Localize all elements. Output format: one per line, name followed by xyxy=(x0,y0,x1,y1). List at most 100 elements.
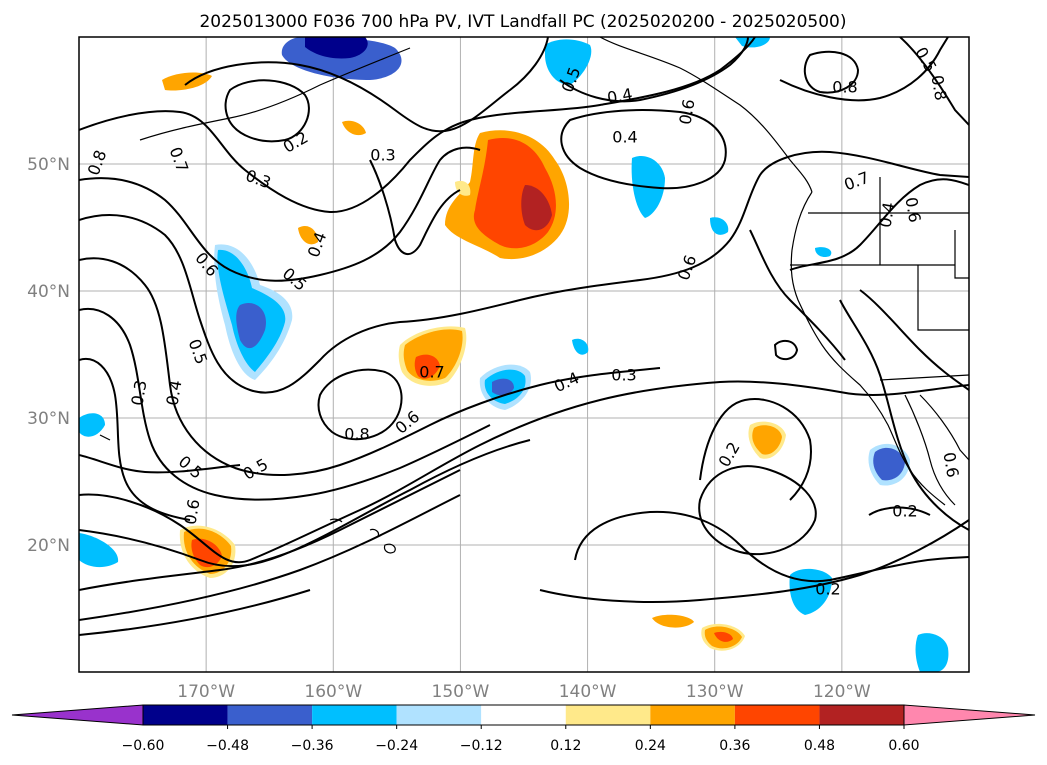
hawaii-islands xyxy=(329,518,396,554)
colorbar-tick-label: −0.60 xyxy=(122,738,165,754)
contour-value-label: 0.6 xyxy=(180,498,203,526)
pv-contour-line xyxy=(184,37,549,133)
shading-negative xyxy=(79,37,949,672)
contour-value-label: 0.4 xyxy=(875,201,898,229)
pv-shade-red-orange xyxy=(714,631,733,642)
colorbar-segment xyxy=(565,705,651,725)
pv-contour-line xyxy=(79,494,461,621)
pv-contour-line xyxy=(773,339,799,361)
pv-contour-line xyxy=(789,178,969,271)
pv-shade-cyan xyxy=(710,217,729,235)
colorbar-segment xyxy=(312,705,397,725)
colorbar-frame xyxy=(142,704,905,726)
pv-shade-cyan xyxy=(79,533,119,568)
pv-shade-red-orange xyxy=(414,354,440,379)
pv-contours xyxy=(79,37,969,636)
longitude-labels: 170°W 160°W 150°W 140°W 130°W 120°W xyxy=(177,682,871,702)
contour-value-label: 0.3 xyxy=(611,366,636,385)
island xyxy=(99,434,111,441)
colorbar-segment xyxy=(819,705,904,725)
lon-tick-label: 160°W xyxy=(304,682,362,702)
aleutians xyxy=(139,47,411,141)
colorbar-segment xyxy=(481,705,566,725)
lon-tick-label: 120°W xyxy=(813,682,871,702)
colorbar-tick-label: 0.60 xyxy=(888,738,919,754)
pv-contour-line xyxy=(79,307,491,501)
pv-shade-navy xyxy=(305,37,368,59)
colorbar-tick-label: 0.12 xyxy=(550,738,581,754)
pv-shade-orange xyxy=(752,425,782,455)
map-title: 2025013000 F036 700 hPa PV, IVT Landfall… xyxy=(199,12,846,32)
pv-contour-line xyxy=(699,398,812,501)
pv-contour-line xyxy=(803,50,860,94)
pv-shade-cyan xyxy=(915,633,949,672)
pv-shade-blue xyxy=(236,302,266,349)
colorbar: −0.60 −0.48 −0.36 −0.24 −0.12 0.12 0.24 0.36 0.4… xyxy=(11,704,1036,754)
pv-shade-yellow xyxy=(455,180,471,196)
contour-value-label: 0.6 xyxy=(939,451,962,479)
pv-shade-orange xyxy=(652,614,694,628)
colorbar-segment xyxy=(227,705,313,725)
colorbar-tick-label: −0.24 xyxy=(375,738,418,754)
colorbar-extend-max xyxy=(903,704,1036,726)
pv-contour-line xyxy=(79,469,461,591)
pv-shade-blue xyxy=(492,378,514,396)
pv-shade-cyan xyxy=(545,39,592,85)
lon-tick-label: 170°W xyxy=(177,682,235,702)
contour-value-label: 0.6 xyxy=(901,196,924,224)
pv-contour-line xyxy=(79,380,969,564)
colorbar-extend-min xyxy=(11,704,144,726)
contour-value-label: 0.8 xyxy=(832,78,857,97)
latitude-labels: 50°N 40°N 30°N 20°N xyxy=(27,155,70,556)
us-mexico-border xyxy=(879,374,969,381)
pv-contour-line xyxy=(868,506,931,516)
shading-positive xyxy=(162,72,786,651)
pv-shade-cyan xyxy=(79,413,105,437)
colorbar-segment xyxy=(143,705,228,725)
pv-contour-line xyxy=(559,37,749,103)
pv-contour-line xyxy=(79,589,311,636)
colorbar-tick-label: −0.12 xyxy=(460,738,503,754)
pv-contour-line xyxy=(779,37,949,102)
contour-value-label: 0.7 xyxy=(419,363,444,382)
colorbar-tick-label: 0.36 xyxy=(719,738,750,754)
pv-contour-line xyxy=(749,229,846,361)
baja-california xyxy=(904,394,956,506)
pv-contour-line xyxy=(79,454,241,474)
state-border xyxy=(954,230,969,279)
colorbar-segment xyxy=(396,705,482,725)
pv-shade-cyan xyxy=(815,247,832,258)
lon-tick-label: 150°W xyxy=(432,682,490,702)
map-frame xyxy=(78,36,970,673)
colorbar-tick-label: −0.36 xyxy=(291,738,334,754)
pv-contour-line xyxy=(317,368,403,441)
colorbar-tick-label: 0.24 xyxy=(635,738,666,754)
contour-value-label: 0.3 xyxy=(127,379,150,407)
pv-contour-line xyxy=(560,109,727,190)
contour-value-label: 0.4 xyxy=(606,84,634,107)
pv-contour-line xyxy=(79,357,191,521)
pv-shade-orange xyxy=(298,225,318,245)
contour-value-label: 0.3 xyxy=(370,146,395,165)
colorbar-tick-label: −0.48 xyxy=(206,738,249,754)
pv-contour-line xyxy=(79,37,756,214)
contour-value-label: 0.8 xyxy=(344,425,369,444)
pv-contour-line xyxy=(539,519,969,603)
pv-contour-line xyxy=(79,146,481,282)
contour-value-label: 0.8 xyxy=(927,74,950,102)
lat-tick-label: 40°N xyxy=(27,282,70,302)
state-border xyxy=(917,265,969,331)
contour-value-label: 0.2 xyxy=(892,502,917,521)
colorbar-segment xyxy=(734,705,820,725)
map-panel: 0.8 0.70.20.30.30.6 0.50.40.50.3 0.40.50.60… xyxy=(27,36,970,702)
contour-value-label: 0.6 xyxy=(675,98,698,126)
lon-tick-label: 140°W xyxy=(559,682,617,702)
lat-tick-label: 30°N xyxy=(27,409,70,429)
alaska-coast xyxy=(599,37,813,193)
pv-contour-line xyxy=(224,79,310,143)
pv-contour-line xyxy=(899,37,969,126)
pv-shade-cyan xyxy=(735,37,770,48)
lat-tick-label: 20°N xyxy=(27,536,70,556)
coastlines xyxy=(99,37,969,554)
